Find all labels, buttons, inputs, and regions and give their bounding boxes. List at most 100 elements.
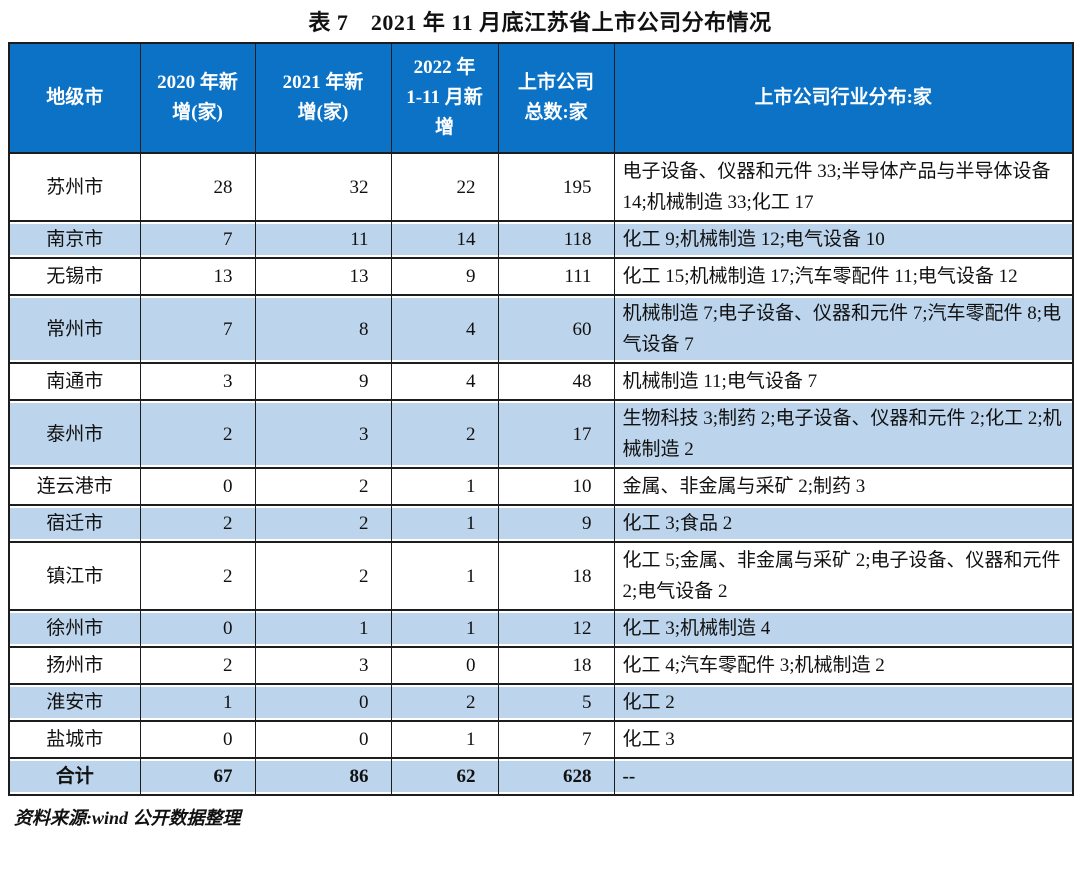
cell-added-2021: 8 [254, 294, 392, 364]
cell-added-2021: 0 [254, 683, 392, 722]
cell-city: 镇江市 [8, 541, 141, 611]
table-header: 地级市 2020 年新 增(家) 2021 年新 增(家) 2022 年 1-1… [8, 42, 1074, 154]
table-row: 泰州市 2 3 2 17 生物科技 3;制药 2;电子设备、仪器和元件 2;化工… [8, 399, 1074, 469]
table-title: 表 7 2021 年 11 月底江苏省上市公司分布情况 [308, 10, 772, 35]
cell-city: 淮安市 [8, 683, 141, 722]
cell-added-2021: 0 [254, 720, 392, 759]
cell-total: 5 [497, 683, 615, 722]
table-row: 淮安市 1 0 2 5 化工 2 [8, 683, 1074, 722]
cell-added-2020: 0 [139, 720, 256, 759]
table-row: 南通市 3 9 4 48 机械制造 11;电气设备 7 [8, 362, 1074, 401]
cell-city: 南京市 [8, 220, 141, 259]
cell-added-2022: 0 [390, 646, 499, 685]
cell-city: 宿迁市 [8, 504, 141, 543]
cell-industries: 化工 9;机械制造 12;电气设备 10 [613, 220, 1074, 259]
cell-added-2022: 1 [390, 504, 499, 543]
cell-added-2022: 1 [390, 609, 499, 648]
cell-industries: 化工 3 [613, 720, 1074, 759]
cell-industries: 化工 4;汽车零配件 3;机械制造 2 [613, 646, 1074, 685]
table-body: 苏州市 28 32 22 195 电子设备、仪器和元件 33;半导体产品与半导体… [8, 152, 1074, 796]
table-row: 连云港市 0 2 1 10 金属、非金属与采矿 2;制药 3 [8, 467, 1074, 506]
cell-city: 无锡市 [8, 257, 141, 296]
cell-added-2021: 9 [254, 362, 392, 401]
cell-industries: 机械制造 11;电气设备 7 [613, 362, 1074, 401]
cell-city: 扬州市 [8, 646, 141, 685]
cell-total: 10 [497, 467, 615, 506]
cell-added-2020: 1 [139, 683, 256, 722]
cell-added-2021: 2 [254, 504, 392, 543]
cell-added-2022: 2 [390, 683, 499, 722]
cell-added-2022: 1 [390, 720, 499, 759]
table-row: 宿迁市 2 2 1 9 化工 3;食品 2 [8, 504, 1074, 543]
cell-industries: 机械制造 7;电子设备、仪器和元件 7;汽车零配件 8;电气设备 7 [613, 294, 1074, 364]
col-header-added-2022: 2022 年 1-11 月新 增 [390, 42, 499, 154]
cell-city: 徐州市 [8, 609, 141, 648]
cell-added-2022: 2 [390, 399, 499, 469]
cell-added-2020: 67 [139, 757, 256, 796]
cell-added-2021: 3 [254, 646, 392, 685]
cell-added-2021: 2 [254, 541, 392, 611]
cell-total: 48 [497, 362, 615, 401]
table-row: 镇江市 2 2 1 18 化工 5;金属、非金属与采矿 2;电子设备、仪器和元件… [8, 541, 1074, 611]
cell-industries: 金属、非金属与采矿 2;制药 3 [613, 467, 1074, 506]
cell-total: 118 [497, 220, 615, 259]
cell-added-2022: 9 [390, 257, 499, 296]
cell-added-2022: 14 [390, 220, 499, 259]
cell-industries: 化工 5;金属、非金属与采矿 2;电子设备、仪器和元件 2;电气设备 2 [613, 541, 1074, 611]
cell-city: 泰州市 [8, 399, 141, 469]
cell-added-2020: 0 [139, 609, 256, 648]
cell-added-2022: 4 [390, 294, 499, 364]
cell-city: 南通市 [8, 362, 141, 401]
cell-industries: 化工 3;食品 2 [613, 504, 1074, 543]
cell-added-2021: 11 [254, 220, 392, 259]
cell-added-2022: 1 [390, 541, 499, 611]
cell-total: 17 [497, 399, 615, 469]
cell-added-2020: 2 [139, 399, 256, 469]
cell-industries: 化工 2 [613, 683, 1074, 722]
cell-total: 111 [497, 257, 615, 296]
cell-total: 18 [497, 646, 615, 685]
table-row: 常州市 7 8 4 60 机械制造 7;电子设备、仪器和元件 7;汽车零配件 8… [8, 294, 1074, 364]
cell-added-2022: 22 [390, 152, 499, 222]
data-source-note: 资料来源:wind 公开数据整理 [14, 808, 241, 828]
cell-added-2020: 3 [139, 362, 256, 401]
cell-industries: 化工 15;机械制造 17;汽车零配件 11;电气设备 12 [613, 257, 1074, 296]
cell-added-2021: 2 [254, 467, 392, 506]
col-header-added-2021: 2021 年新 增(家) [254, 42, 392, 154]
cell-total: 12 [497, 609, 615, 648]
cell-total: 18 [497, 541, 615, 611]
table-row: 扬州市 2 3 0 18 化工 4;汽车零配件 3;机械制造 2 [8, 646, 1074, 685]
cell-total: 628 [497, 757, 615, 796]
table-row: 合计 67 86 62 628 -- [8, 757, 1074, 796]
cell-total: 195 [497, 152, 615, 222]
cell-added-2020: 0 [139, 467, 256, 506]
cell-added-2020: 28 [139, 152, 256, 222]
col-header-city: 地级市 [8, 42, 141, 154]
cell-added-2022: 62 [390, 757, 499, 796]
cell-added-2022: 4 [390, 362, 499, 401]
cell-added-2021: 1 [254, 609, 392, 648]
cell-added-2020: 2 [139, 646, 256, 685]
cell-industries: 化工 3;机械制造 4 [613, 609, 1074, 648]
cell-added-2020: 2 [139, 504, 256, 543]
table-row: 无锡市 13 13 9 111 化工 15;机械制造 17;汽车零配件 11;电… [8, 257, 1074, 296]
cell-city: 合计 [8, 757, 141, 796]
cell-total: 7 [497, 720, 615, 759]
cell-added-2021: 32 [254, 152, 392, 222]
table-row: 盐城市 0 0 1 7 化工 3 [8, 720, 1074, 759]
col-header-total: 上市公司 总数:家 [497, 42, 615, 154]
cell-added-2020: 7 [139, 294, 256, 364]
cell-city: 连云港市 [8, 467, 141, 506]
cell-industries: -- [613, 757, 1074, 796]
cell-city: 常州市 [8, 294, 141, 364]
table-row: 徐州市 0 1 1 12 化工 3;机械制造 4 [8, 609, 1074, 648]
col-header-industries: 上市公司行业分布:家 [613, 42, 1074, 154]
table-row: 苏州市 28 32 22 195 电子设备、仪器和元件 33;半导体产品与半导体… [8, 152, 1074, 222]
cell-total: 60 [497, 294, 615, 364]
cell-added-2020: 13 [139, 257, 256, 296]
cell-added-2021: 13 [254, 257, 392, 296]
cell-added-2020: 7 [139, 220, 256, 259]
cell-city: 苏州市 [8, 152, 141, 222]
cell-added-2021: 86 [254, 757, 392, 796]
cell-added-2020: 2 [139, 541, 256, 611]
